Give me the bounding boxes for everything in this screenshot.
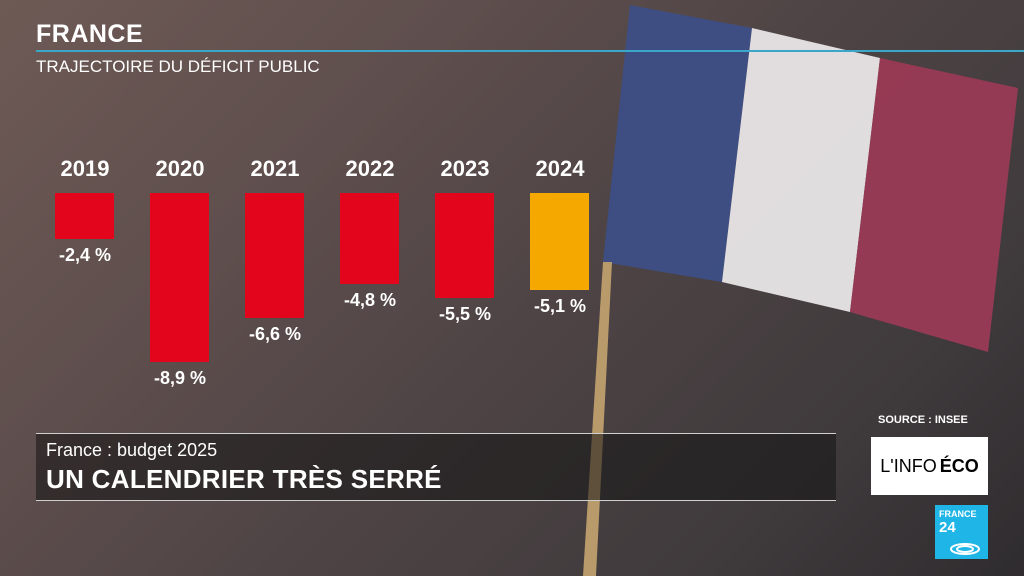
flag-red [850,58,1018,352]
value-label: -8,9 % [153,368,207,389]
bar-2022 [340,193,399,285]
source-note: SOURCE : INSEE [878,414,968,426]
channel-logo-line2: 24 [939,519,956,536]
lower-third: France : budget 2025 UN CALENDRIER TRÈS … [36,433,836,501]
year-label: 2022 [345,156,395,181]
value-label: -5,1 % [533,295,587,316]
channel-logo-line1: FRANCE [939,509,977,519]
show-logo: L'INFO ÉCO [871,437,988,495]
chart-subtitle: TRAJECTOIRE DU DÉFICIT PUBLIC [36,57,320,76]
year-label: 2024 [535,156,585,181]
value-label: -2,4 % [58,244,112,265]
value-label: -6,6 % [248,324,302,345]
bar-2023 [435,193,494,298]
lower-third-headline: UN CALENDRIER TRÈS SERRÉ [46,464,442,494]
bar-2020 [150,193,209,363]
flag-white [722,28,880,312]
show-logo-prefix: L'INFO [880,455,937,476]
show-logo-suffix: ÉCO [939,455,979,476]
year-label: 2021 [250,156,300,181]
year-label: 2019 [60,156,110,181]
value-label: -4,8 % [343,290,397,311]
globe-icon [950,543,980,555]
title-divider [36,50,1024,52]
page-title: FRANCE [36,20,144,48]
channel-logo: FRANCE 24 [935,505,988,559]
value-label: -5,5 % [438,303,492,324]
year-label: 2020 [155,156,205,181]
bar-2024 [530,193,589,290]
bar-2021 [245,193,304,319]
lower-third-kicker: France : budget 2025 [46,440,218,460]
year-label: 2023 [440,156,490,181]
flag-blue [603,5,752,282]
bar-2019 [55,193,114,239]
